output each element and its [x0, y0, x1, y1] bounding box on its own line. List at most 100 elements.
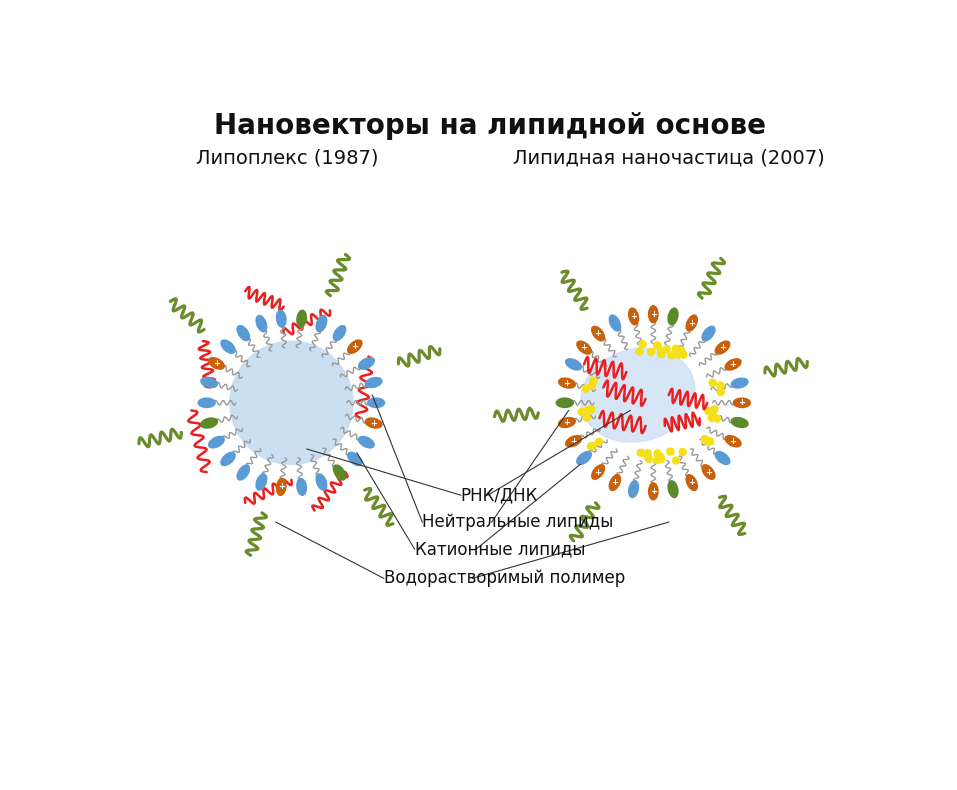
Ellipse shape	[333, 465, 346, 480]
Text: +: +	[581, 343, 588, 352]
Circle shape	[706, 437, 714, 446]
Text: Нейтральные липиды: Нейтральные липиды	[422, 514, 613, 531]
Circle shape	[230, 341, 353, 465]
Ellipse shape	[667, 480, 679, 498]
Ellipse shape	[609, 474, 621, 491]
Circle shape	[716, 382, 724, 389]
Ellipse shape	[685, 314, 698, 332]
Circle shape	[713, 414, 722, 423]
Circle shape	[710, 405, 719, 413]
Ellipse shape	[715, 340, 730, 355]
Ellipse shape	[333, 325, 346, 341]
Circle shape	[704, 407, 713, 415]
Circle shape	[707, 414, 716, 422]
Circle shape	[577, 408, 586, 416]
Ellipse shape	[609, 314, 621, 332]
Ellipse shape	[200, 417, 218, 429]
Circle shape	[717, 388, 725, 397]
Circle shape	[654, 341, 661, 350]
Circle shape	[666, 447, 675, 456]
Text: +: +	[650, 310, 657, 318]
Text: +: +	[594, 329, 602, 338]
Circle shape	[703, 438, 712, 446]
Ellipse shape	[648, 305, 658, 323]
Ellipse shape	[576, 340, 592, 355]
Ellipse shape	[316, 473, 327, 491]
Circle shape	[584, 406, 592, 415]
Text: РНК/ДНК: РНК/ДНК	[461, 486, 538, 504]
Ellipse shape	[667, 307, 679, 325]
Ellipse shape	[276, 478, 287, 496]
Circle shape	[667, 351, 676, 359]
Circle shape	[582, 384, 590, 393]
Text: +: +	[370, 419, 377, 427]
Text: +: +	[630, 312, 637, 321]
Circle shape	[588, 405, 595, 414]
Ellipse shape	[220, 339, 235, 354]
Ellipse shape	[591, 325, 605, 341]
Text: +: +	[212, 359, 220, 368]
Text: +: +	[564, 418, 570, 427]
Ellipse shape	[316, 314, 327, 333]
Text: +: +	[564, 378, 570, 388]
Circle shape	[662, 344, 671, 353]
Ellipse shape	[200, 377, 218, 388]
Circle shape	[647, 348, 656, 356]
Text: +: +	[705, 468, 712, 476]
Circle shape	[635, 348, 644, 356]
Text: +: +	[650, 487, 657, 496]
Circle shape	[657, 350, 665, 358]
Ellipse shape	[628, 480, 639, 498]
Circle shape	[653, 341, 661, 350]
Circle shape	[644, 453, 652, 461]
Circle shape	[708, 378, 717, 387]
Ellipse shape	[565, 358, 582, 371]
Ellipse shape	[628, 307, 639, 325]
Circle shape	[587, 405, 595, 413]
Circle shape	[589, 377, 597, 385]
Ellipse shape	[208, 357, 225, 370]
Ellipse shape	[367, 397, 386, 408]
Ellipse shape	[358, 436, 375, 449]
Ellipse shape	[558, 417, 576, 428]
Text: Липидная наночастица (2007): Липидная наночастица (2007)	[513, 149, 825, 167]
Ellipse shape	[724, 358, 742, 371]
Ellipse shape	[555, 397, 574, 408]
Circle shape	[636, 449, 645, 457]
Ellipse shape	[724, 435, 742, 447]
Ellipse shape	[730, 417, 748, 428]
Circle shape	[657, 348, 665, 356]
Ellipse shape	[715, 451, 730, 465]
Circle shape	[672, 456, 680, 465]
Ellipse shape	[276, 310, 287, 328]
Text: +: +	[278, 483, 285, 491]
Text: Водорастворимый полимер: Водорастворимый полимер	[384, 570, 625, 587]
Ellipse shape	[581, 348, 695, 442]
Circle shape	[701, 436, 710, 444]
Ellipse shape	[730, 378, 748, 389]
Circle shape	[679, 448, 687, 457]
Ellipse shape	[236, 465, 250, 480]
Circle shape	[657, 455, 665, 463]
Circle shape	[645, 454, 653, 463]
Ellipse shape	[296, 310, 307, 328]
Text: +: +	[729, 360, 737, 369]
Circle shape	[643, 449, 652, 457]
Circle shape	[587, 442, 595, 450]
Ellipse shape	[220, 452, 235, 466]
Circle shape	[638, 340, 647, 348]
Ellipse shape	[296, 478, 307, 496]
Circle shape	[679, 351, 687, 359]
Ellipse shape	[576, 451, 592, 465]
Text: +: +	[739, 398, 746, 408]
Circle shape	[583, 413, 591, 422]
Circle shape	[701, 435, 709, 443]
Text: +: +	[594, 468, 602, 476]
Ellipse shape	[197, 397, 216, 408]
Text: Липоплекс (1987): Липоплекс (1987)	[196, 149, 379, 167]
Circle shape	[594, 438, 603, 446]
Circle shape	[589, 442, 597, 450]
Ellipse shape	[347, 339, 363, 354]
Ellipse shape	[365, 417, 383, 429]
Ellipse shape	[565, 435, 582, 447]
